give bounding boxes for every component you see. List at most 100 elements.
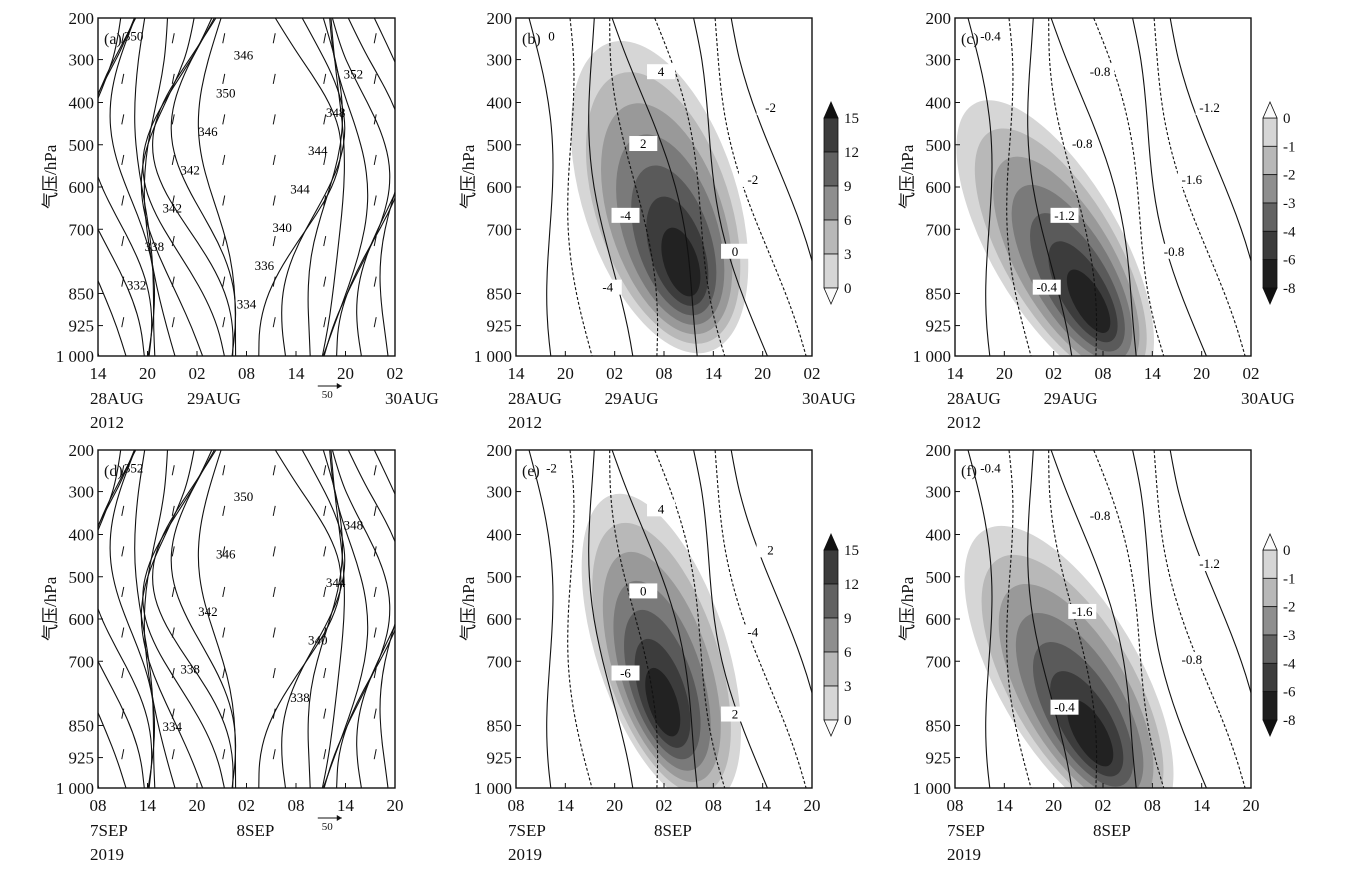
wind-arrow — [171, 33, 175, 44]
colorbar-tick-label: 6 — [844, 213, 852, 229]
wind-arrow — [222, 627, 226, 638]
date-label: 7SEP — [90, 821, 128, 840]
contour-line — [281, 18, 346, 356]
y-tick-label: 925 — [926, 317, 952, 336]
wind-arrow — [323, 505, 327, 516]
y-tick-label: 600 — [487, 610, 513, 629]
contour-label-box — [1086, 64, 1115, 80]
x-tick-label: 14 — [996, 796, 1014, 815]
wind-arrow — [222, 33, 226, 44]
wind-arrow — [323, 33, 327, 44]
colorbar-tick-label: 15 — [844, 543, 859, 559]
contour-line — [1006, 450, 1032, 788]
y-axis-title: 气压/hPa — [41, 576, 60, 641]
panel-letter: (f) — [961, 463, 977, 480]
contour-label: 332 — [127, 277, 147, 292]
colorbar-bottom-triangle — [823, 719, 839, 737]
wind-arrow — [323, 586, 327, 598]
wind-arrow — [425, 465, 427, 475]
x-tick-label: 20 — [189, 796, 206, 815]
colorbar-segment — [823, 151, 839, 187]
wind-arrow — [121, 114, 125, 125]
y-tick-label: 925 — [487, 317, 513, 336]
wind-arrow — [121, 276, 125, 287]
x-tick-label: 14 — [754, 796, 772, 815]
y-axis-title: 气压/hPa — [898, 144, 917, 209]
wind-arrow — [373, 276, 377, 287]
contour-line — [967, 450, 993, 788]
contour-label-box — [1195, 556, 1224, 572]
x-tick-label: 14 — [337, 796, 355, 815]
panel-letter: (e) — [522, 463, 540, 480]
y-tick-label: 1 000 — [56, 779, 94, 798]
x-tick-label: 08 — [1144, 796, 1161, 815]
panel-interior: 0 4 -2 2 -2 -4 0 -4 — [528, 18, 812, 356]
wind-arrow — [222, 276, 226, 287]
contour-line — [693, 450, 768, 788]
x-tick-label: 08 — [656, 364, 673, 383]
wind-arrow — [373, 667, 377, 679]
y-tick-label: 700 — [926, 652, 952, 671]
contour-line — [321, 450, 345, 788]
wind-arrow — [425, 236, 427, 246]
y-tick-label: 600 — [69, 178, 95, 197]
x-tick-label: 08 — [705, 796, 722, 815]
wind-arrow — [272, 627, 276, 638]
colorbar-segment — [1262, 662, 1278, 693]
year-label: 2012 — [90, 413, 124, 432]
contour-label-box — [1032, 279, 1061, 295]
colorbar-tick-label: -4 — [1283, 656, 1296, 672]
wind-arrow — [425, 628, 427, 638]
contour-label: -0.8 — [1072, 136, 1093, 151]
wind-arrow — [171, 154, 175, 166]
contour-label-box — [611, 665, 640, 681]
contour-label: -0.8 — [1182, 652, 1203, 667]
panel-letter: (c) — [961, 31, 979, 48]
contour-label-box — [1177, 651, 1206, 667]
wind-arrow — [373, 546, 377, 557]
contour-line — [1169, 18, 1251, 264]
wind-arrow — [425, 546, 427, 556]
date-label: 30AUG — [385, 389, 439, 408]
shade-level-6 — [645, 667, 681, 737]
wind-arrow — [222, 317, 226, 328]
wind-arrow — [323, 195, 327, 206]
x-tick-label: 08 — [288, 796, 305, 815]
x-tick-label: 08 — [238, 364, 255, 383]
colorbar-bottom-triangle — [1262, 287, 1278, 305]
colorbar-segment — [1262, 634, 1278, 664]
y-tick-label: 200 — [69, 441, 95, 460]
wind-arrow — [323, 749, 327, 760]
contour-line — [404, 450, 410, 788]
contour-label-box — [1050, 699, 1079, 715]
contour-label-box — [611, 207, 640, 223]
contour-line — [152, 450, 234, 788]
x-tick-label: 20 — [387, 796, 404, 815]
wind-arrow — [373, 586, 377, 598]
wind-arrow — [222, 667, 226, 679]
x-tick-label: 14 — [1144, 364, 1162, 383]
contour-label: 352 — [124, 460, 144, 475]
y-tick-label: 300 — [487, 51, 513, 70]
contour-label: -1.2 — [1199, 556, 1220, 571]
colorbar-bottom-triangle — [1262, 719, 1278, 737]
y-tick-label: 925 — [487, 749, 513, 768]
contour-label-box — [738, 171, 767, 187]
wind-arrow — [323, 276, 327, 287]
contour-label: -4 — [602, 280, 613, 295]
colorbar-tick-label: 9 — [844, 611, 852, 627]
y-axis-title: 气压/hPa — [898, 576, 917, 641]
contour-line — [1027, 450, 1073, 788]
colorbar-tick-label: 12 — [844, 145, 859, 161]
x-tick-label: 02 — [387, 364, 404, 383]
panel-a: 350 346 352 350 348 346 344 342 344 342 340 338 336 3… — [41, 9, 439, 432]
x-tick-label: 14 — [1193, 796, 1211, 815]
contour-label: 340 — [272, 220, 292, 235]
x-tick-label: 02 — [804, 364, 821, 383]
wind-arrow — [425, 587, 427, 597]
contour-line — [258, 450, 342, 788]
y-tick-label: 925 — [926, 749, 952, 768]
contour-label-box — [1068, 603, 1097, 619]
year-label: 2019 — [947, 845, 981, 864]
